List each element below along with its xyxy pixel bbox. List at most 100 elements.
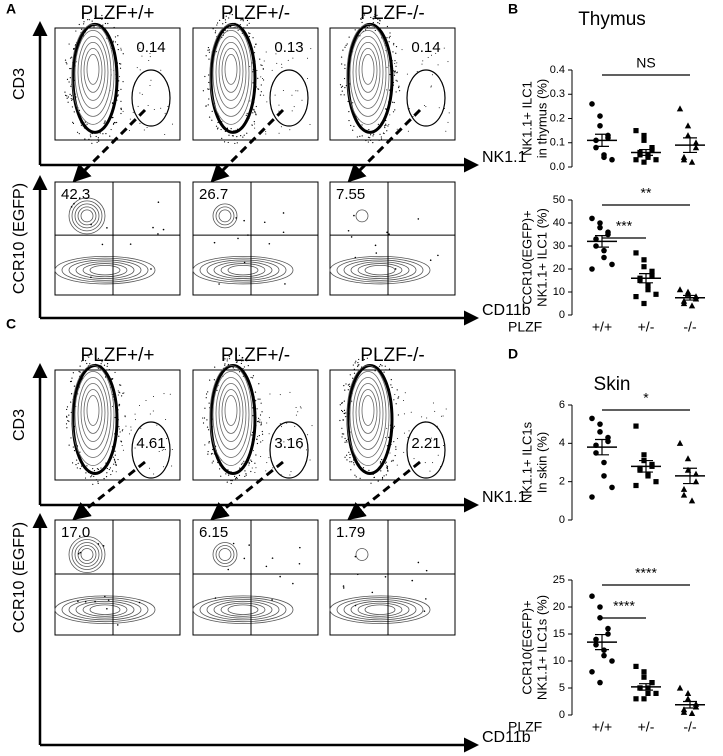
data-point: [597, 122, 603, 129]
data-point: [593, 243, 599, 249]
event-dot: [266, 101, 268, 103]
event-dot: [119, 76, 121, 78]
y-tick-label: 0: [559, 309, 565, 321]
event-dot: [344, 416, 347, 418]
event-dot: [375, 252, 378, 254]
event-dot: [232, 542, 235, 545]
error-bar: [683, 467, 697, 485]
event-dot: [118, 405, 120, 407]
event-dot: [348, 36, 350, 38]
data-point: [688, 302, 696, 309]
event-dot: [246, 360, 248, 362]
event-dot: [353, 214, 355, 217]
contour: [68, 536, 106, 573]
data-point: [597, 113, 603, 119]
event-dot: [365, 29, 367, 31]
gate-value: 2.21: [411, 435, 440, 452]
event-dot: [139, 122, 141, 124]
event-dot: [112, 40, 114, 42]
event-dot: [372, 135, 374, 137]
event-dot: [378, 365, 381, 367]
event-dot: [388, 124, 390, 126]
event-dot: [343, 433, 345, 435]
data-point: [641, 452, 647, 458]
event-dot: [228, 134, 230, 136]
category-label: -/-: [683, 319, 697, 335]
event-dot: [396, 389, 398, 391]
event-dot: [246, 24, 248, 26]
event-dot: [437, 254, 439, 257]
event-dot: [234, 27, 236, 29]
event-dot: [249, 100, 251, 102]
data-point: [597, 429, 603, 435]
contour: [346, 24, 390, 125]
event-dot: [297, 90, 299, 92]
event-dot: [236, 16, 238, 18]
event-dot: [385, 124, 387, 127]
contour: [77, 36, 109, 109]
panel-letter: D: [508, 346, 518, 362]
data-point: [597, 604, 603, 610]
data-point: [609, 484, 615, 491]
contour: [227, 604, 259, 615]
event-dot: [124, 416, 126, 418]
event-dot: [78, 23, 80, 26]
event-dot: [259, 414, 262, 416]
event-dot: [78, 109, 81, 111]
event-dot: [256, 442, 259, 445]
event-dot: [72, 372, 74, 374]
event-dot: [243, 460, 245, 462]
event-dot: [120, 49, 122, 51]
event-dot: [96, 468, 99, 470]
event-dot: [207, 49, 209, 51]
event-dot: [352, 364, 354, 366]
event-dot: [117, 390, 119, 392]
contour: [358, 48, 378, 93]
event-dot: [381, 476, 384, 479]
event-dot: [207, 104, 209, 106]
event-dot: [403, 451, 405, 453]
event-dot: [343, 409, 346, 411]
contour: [227, 264, 259, 276]
event-dot: [386, 25, 388, 28]
event-dot: [120, 441, 123, 443]
event-dot: [295, 414, 297, 416]
event-dot: [253, 52, 256, 54]
chart-title: Thymus: [578, 9, 646, 30]
contour: [82, 263, 128, 278]
event-dot: [280, 444, 282, 446]
data-point: [688, 497, 696, 504]
event-dot: [369, 139, 372, 141]
event-dot: [255, 114, 257, 116]
event-dot: [281, 66, 283, 68]
event-dot: [212, 460, 214, 462]
event-dot: [340, 86, 343, 88]
event-dot: [73, 385, 76, 387]
data-point: [589, 669, 595, 675]
contour: [209, 24, 253, 125]
event-dot: [255, 467, 257, 469]
event-dot: [207, 453, 209, 455]
event-dot: [278, 132, 280, 134]
y-axis-label: CCR10(EGFP)+: [519, 210, 534, 304]
event-dot: [244, 470, 246, 472]
event-dot: [97, 137, 99, 139]
event-dot: [390, 379, 392, 381]
event-dot: [65, 423, 68, 425]
event-dot: [426, 417, 428, 419]
event-dot: [224, 363, 226, 365]
event-dot: [343, 77, 346, 80]
event-dot: [340, 56, 343, 58]
event-dot: [226, 358, 228, 360]
event-dot: [242, 356, 244, 359]
event-dot: [225, 473, 227, 475]
event-dot: [271, 599, 273, 601]
event-dot: [268, 433, 270, 435]
event-dot: [140, 427, 142, 429]
event-dot: [244, 475, 246, 478]
event-dot: [386, 465, 389, 468]
event-dot: [98, 140, 100, 142]
event-dot: [353, 464, 355, 466]
event-dot: [294, 425, 296, 427]
event-dot: [100, 363, 102, 365]
